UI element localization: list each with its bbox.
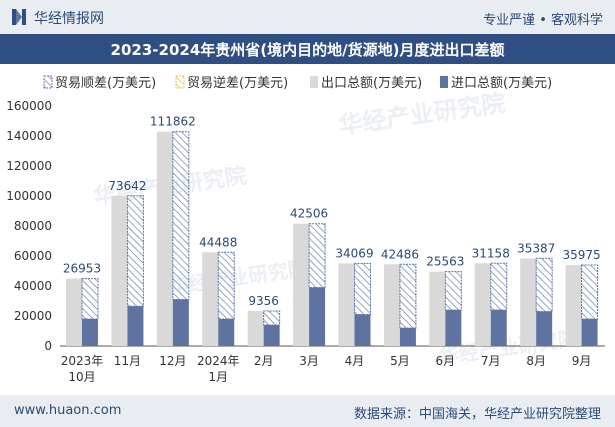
- x-tick-label: 2月: [254, 354, 274, 368]
- export-bar: [66, 278, 82, 346]
- surplus-bar: [126, 195, 144, 307]
- x-tick-label: 1月: [208, 370, 228, 384]
- legend-label: 出口总额(万美元): [321, 76, 422, 91]
- surplus-bar: [581, 264, 599, 320]
- website-link[interactable]: www.huaon.com: [14, 403, 122, 418]
- bottom-bar: www.huaon.com 数据来源：中国海关，华经产业研究院整理: [0, 395, 615, 427]
- surplus-data-label: 34069: [335, 246, 373, 260]
- import-bar: [263, 325, 280, 346]
- surplus-data-label: 42506: [290, 207, 328, 221]
- surplus-bar: [444, 271, 462, 311]
- x-tick-label: 10月: [68, 370, 95, 384]
- export-bar: [202, 252, 219, 346]
- x-tick-label: 11月: [114, 354, 141, 368]
- legend-label: 贸易逆差(万美元): [187, 75, 288, 91]
- legend-swatch: [440, 76, 448, 88]
- surplus-bar: [490, 262, 508, 311]
- slogan: 专业严谨 • 客观科学: [483, 13, 603, 28]
- export-bar: [111, 195, 128, 346]
- bar-chart: 华经产业研究院华经产业研究院华经产业研究院华经产业研究院 贸易顺差(万美元)贸易…: [6, 75, 605, 384]
- brand-name: 华经情报网: [34, 11, 104, 27]
- surplus-data-label: 31158: [472, 246, 510, 260]
- y-tick-label: 160000: [6, 99, 52, 113]
- data-source: 数据来源：中国海关，华经产业研究院整理: [353, 407, 601, 422]
- y-tick-label: 20000: [14, 309, 52, 323]
- surplus-bar: [354, 262, 371, 315]
- surplus-bar: [399, 263, 417, 329]
- import-bar: [218, 319, 235, 346]
- x-tick-label: 7月: [481, 354, 501, 368]
- surplus-bar: [308, 223, 326, 288]
- import-bar: [399, 328, 416, 346]
- y-tick-label: 120000: [6, 159, 52, 173]
- legend-item: 贸易逆差(万美元): [175, 75, 288, 91]
- import-bar: [172, 299, 189, 346]
- surplus-data-label: 35387: [517, 241, 555, 255]
- import-bar: [445, 310, 462, 346]
- surplus-bar: [263, 310, 281, 326]
- import-bar: [309, 287, 326, 346]
- import-bar: [490, 310, 507, 346]
- import-bar: [354, 314, 371, 346]
- y-tick-label: 0: [44, 339, 52, 353]
- y-tick-label: 100000: [6, 189, 52, 203]
- surplus-data-label: 42486: [381, 247, 419, 261]
- legend-swatch: [175, 75, 185, 89]
- x-tick-label: 4月: [345, 354, 365, 368]
- surplus-bar: [81, 278, 99, 320]
- x-tick-label: 9月: [572, 354, 592, 368]
- export-bar: [383, 264, 400, 346]
- export-bar: [247, 310, 264, 346]
- x-tick-label: 6月: [436, 354, 456, 368]
- x-tick-label: 3月: [299, 354, 319, 368]
- x-tick-label: 8月: [526, 354, 546, 368]
- chart-title: 2023-2024年贵州省(境内目的地/货源地)月度进出口差额: [110, 41, 505, 59]
- import-bar: [536, 311, 553, 346]
- x-tick-label: 5月: [390, 354, 410, 368]
- import-bar: [82, 319, 98, 346]
- legend-item: 贸易顺差(万美元): [43, 75, 156, 91]
- surplus-bar: [217, 251, 235, 320]
- legend-swatch: [43, 75, 53, 89]
- legend-label: 进口总额(万美元): [451, 76, 552, 91]
- x-tick-label: 2024年: [197, 354, 240, 368]
- x-tick-label: 12月: [159, 354, 186, 368]
- surplus-bar: [172, 131, 190, 300]
- import-bar: [581, 319, 598, 346]
- y-tick-label: 80000: [14, 219, 52, 233]
- x-tick-label: 2023年: [61, 354, 104, 368]
- legend-item: 出口总额(万美元): [310, 76, 422, 91]
- huajing-logo-icon: [12, 9, 26, 25]
- title-bar: 2023-2024年贵州省(境内目的地/货源地)月度进出口差额: [0, 34, 615, 64]
- surplus-data-label: 111862: [150, 115, 196, 129]
- watermark-text: 华经产业研究院: [337, 89, 507, 140]
- legend-label: 贸易顺差(万美元): [55, 76, 156, 91]
- chart-area: 华经产业研究院华经产业研究院华经产业研究院华经产业研究院 贸易顺差(万美元)贸易…: [0, 64, 615, 395]
- surplus-data-label: 9356: [248, 294, 279, 308]
- surplus-data-label: 35975: [562, 248, 600, 262]
- surplus-data-label: 25563: [426, 255, 464, 269]
- export-bar: [156, 131, 173, 346]
- y-tick-label: 140000: [6, 129, 52, 143]
- export-bar: [565, 265, 582, 346]
- legend-item: 进口总额(万美元): [440, 76, 552, 91]
- surplus-data-label: 26953: [63, 262, 101, 276]
- surplus-data-label: 73642: [108, 179, 146, 193]
- y-tick-label: 60000: [14, 249, 52, 263]
- surplus-data-label: 44488: [199, 235, 237, 249]
- export-bar: [338, 263, 355, 346]
- surplus-bar: [535, 257, 553, 312]
- export-bar: [429, 271, 446, 346]
- top-bar: 华经情报网 专业严谨 • 客观科学: [0, 0, 615, 34]
- legend-swatch: [310, 76, 318, 88]
- y-tick-label: 40000: [14, 279, 52, 293]
- export-bar: [293, 223, 310, 346]
- export-bar: [520, 258, 537, 346]
- export-bar: [474, 263, 491, 346]
- import-bar: [127, 306, 144, 346]
